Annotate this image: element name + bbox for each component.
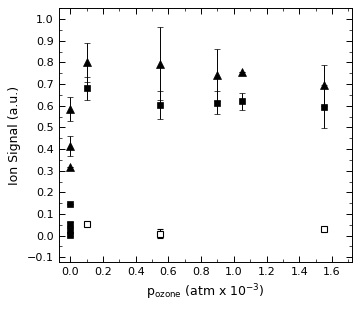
Y-axis label: Ion Signal (a.u.): Ion Signal (a.u.): [8, 86, 21, 184]
X-axis label: p$_\mathrm{ozone}$ (atm x 10$^{-3}$): p$_\mathrm{ozone}$ (atm x 10$^{-3}$): [146, 282, 265, 302]
